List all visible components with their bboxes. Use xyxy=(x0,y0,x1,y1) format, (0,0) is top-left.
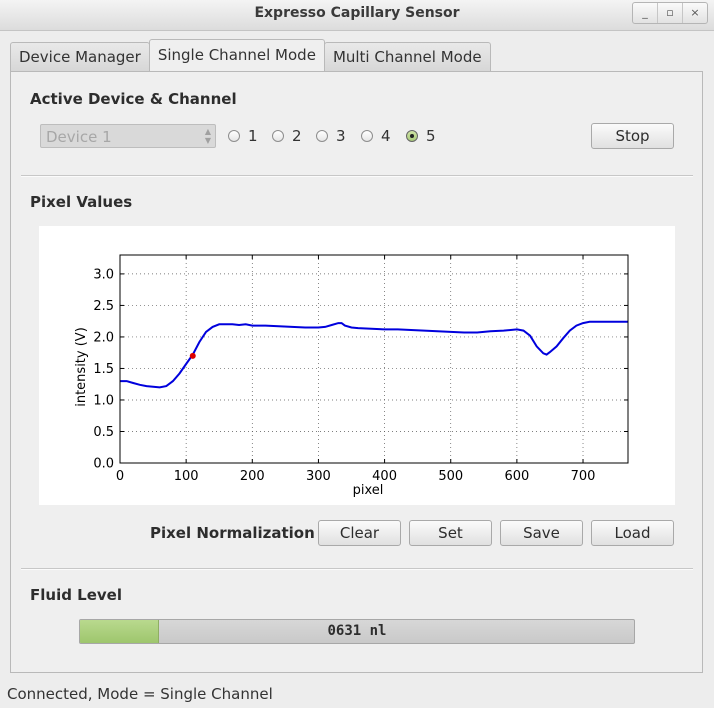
channel-radio-4[interactable]: 4 xyxy=(361,127,391,145)
radio-icon xyxy=(316,130,328,142)
x-axis-label: pixel xyxy=(353,483,384,498)
title-bar: Expresso Capillary Sensor _ ▫ × xyxy=(0,0,714,31)
device-select-value: Device 1 xyxy=(46,128,112,146)
x-tick-label: 700 xyxy=(571,469,596,484)
y-tick-label: 1.5 xyxy=(93,362,114,377)
radio-checked-icon xyxy=(406,130,418,142)
tab-single-channel-mode[interactable]: Single Channel Mode xyxy=(148,39,325,71)
channel-radio-5[interactable]: 5 xyxy=(406,127,436,145)
channel-radio-3[interactable]: 3 xyxy=(316,127,346,145)
y-tick-label: 2.5 xyxy=(93,299,114,314)
x-tick-label: 500 xyxy=(438,469,463,484)
fluid-level-fill xyxy=(80,620,159,643)
pixel-normalization-label: Pixel Normalization xyxy=(150,524,315,542)
separator xyxy=(21,568,693,570)
minimize-button[interactable]: _ xyxy=(642,6,648,19)
channel-label: 3 xyxy=(336,127,346,145)
maximize-button[interactable]: ▫ xyxy=(657,3,682,23)
tab-multi-channel-mode[interactable]: Multi Channel Mode xyxy=(323,42,491,71)
fluid-level-value: 0631 nl xyxy=(327,623,387,639)
y-tick-label: 2.0 xyxy=(93,330,114,345)
pixel-chart: 0 100 200 300 400 500 600 700 0.0 0.5 1.0 1.5 2.0 2.5… xyxy=(74,254,629,498)
x-tick-label: 400 xyxy=(372,469,397,484)
mode-tabs: Device Manager Single Channel Mode Multi… xyxy=(10,39,491,71)
status-bar: Connected, Mode = Single Channel xyxy=(0,683,714,708)
pixel-plot: 0 100 200 300 400 500 600 700 0.0 0.5 1.0 1.5 2.0 2.5… xyxy=(39,226,675,505)
fluid-level-heading: Fluid Level xyxy=(30,586,122,604)
pixel-values-heading: Pixel Values xyxy=(30,193,133,211)
stop-button[interactable]: Stop xyxy=(591,123,674,149)
current-pixel-marker xyxy=(189,352,196,359)
x-tick-label: 300 xyxy=(306,469,331,484)
intensity-series-line xyxy=(120,320,628,389)
spin-arrows-icon: ▲ ▼ xyxy=(204,127,211,145)
tab-device-manager[interactable]: Device Manager xyxy=(10,42,150,71)
channel-label: 2 xyxy=(292,127,302,145)
window-title: Expresso Capillary Sensor xyxy=(254,5,460,21)
separator xyxy=(21,175,693,177)
y-axis-label: intensity (V) xyxy=(74,327,89,407)
x-tick-label: 200 xyxy=(240,469,265,484)
x-tick-label: 0 xyxy=(116,469,124,484)
load-button[interactable]: Load xyxy=(591,520,674,546)
radio-icon xyxy=(361,130,373,142)
radio-icon xyxy=(272,130,284,142)
channel-radio-2[interactable]: 2 xyxy=(272,127,302,145)
set-button[interactable]: Set xyxy=(409,520,492,546)
device-select[interactable]: Device 1 ▲ ▼ xyxy=(40,124,216,148)
status-text: Connected, Mode = Single Channel xyxy=(7,685,273,703)
x-tick-label: 100 xyxy=(174,469,199,484)
fluid-level-bar: 0631 nl xyxy=(79,619,635,644)
channel-label: 5 xyxy=(426,127,436,145)
window-controls: _ ▫ × xyxy=(632,2,708,24)
save-button[interactable]: Save xyxy=(500,520,583,546)
x-tick-label: 600 xyxy=(504,469,529,484)
close-button[interactable]: × xyxy=(682,3,707,23)
channel-label: 1 xyxy=(248,127,258,145)
active-device-heading: Active Device & Channel xyxy=(30,90,237,108)
clear-button[interactable]: Clear xyxy=(318,520,401,546)
y-tick-label: 1.0 xyxy=(93,393,114,408)
channel-label: 4 xyxy=(381,127,391,145)
channel-radio-1[interactable]: 1 xyxy=(228,127,258,145)
y-tick-label: 0.0 xyxy=(93,457,114,472)
plot-frame xyxy=(119,254,629,464)
y-tick-label: 0.5 xyxy=(93,425,114,440)
y-tick-label: 3.0 xyxy=(93,267,114,282)
radio-icon xyxy=(228,130,240,142)
